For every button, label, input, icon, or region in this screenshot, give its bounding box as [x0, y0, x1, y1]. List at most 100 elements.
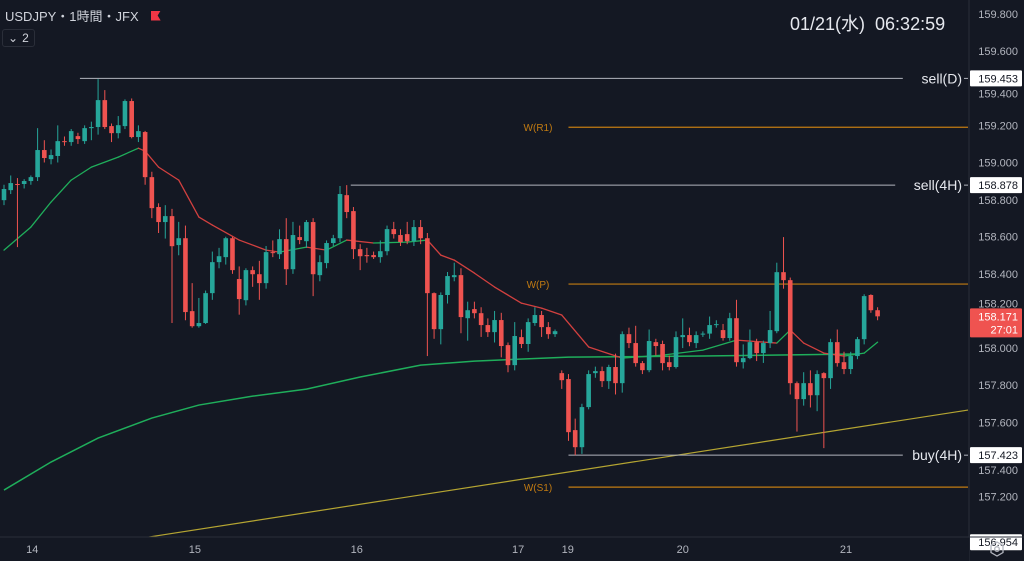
- candle-body: [599, 371, 605, 382]
- candle: [707, 316, 712, 339]
- long-moving-average: [3, 353, 858, 491]
- level-selld[interactable]: sell(D): [79, 70, 968, 86]
- level-price-label-text: 157.423: [978, 450, 1018, 462]
- candle: [317, 255, 323, 282]
- candle: [142, 130, 148, 185]
- ma-short-segment: [473, 272, 496, 288]
- level-price-label: 158.878: [970, 177, 1022, 194]
- candle: [189, 283, 195, 328]
- candle: [75, 132, 81, 144]
- candle-body: [472, 309, 477, 314]
- time-tick-label: 15: [189, 544, 201, 556]
- candle-body: [115, 125, 121, 134]
- candle: [324, 240, 329, 269]
- candle-body: [371, 255, 376, 258]
- candle: [841, 351, 847, 375]
- current-price-label-text: 158.171: [978, 311, 1018, 323]
- candle-body: [566, 379, 571, 433]
- candle-body: [310, 222, 316, 275]
- ma-short-segment: [70, 166, 93, 181]
- price-tick-label: 159.000: [978, 157, 1018, 169]
- candle: [236, 266, 242, 315]
- candle: [451, 262, 457, 282]
- trendline-line[interactable]: [147, 409, 969, 538]
- ma-short-segment: [702, 339, 738, 351]
- candle-body: [176, 238, 182, 246]
- candle-body: [364, 255, 370, 257]
- candle-body: [317, 262, 323, 276]
- ma-short-segment: [30, 201, 52, 228]
- indicators-toggle-button[interactable]: ⌄ 2: [2, 29, 35, 47]
- price-axis[interactable]: 159.800 159.600 159.400 159.200 159.000 158.8…: [968, 0, 1024, 561]
- candle-body: [673, 337, 679, 368]
- candle-body: [714, 324, 719, 326]
- candle-body: [438, 294, 444, 330]
- candle-body: [781, 272, 786, 281]
- time-axis[interactable]: 14 15 16 17 19 20 21: [0, 536, 1024, 561]
- trendline[interactable]: [147, 409, 969, 538]
- candle: [539, 310, 544, 337]
- candle: [344, 185, 350, 219]
- candle: [566, 374, 571, 441]
- ma-short-segment: [493, 286, 523, 304]
- ma-short-segment: [211, 224, 240, 241]
- candle: [465, 301, 470, 341]
- candle-body: [102, 100, 108, 128]
- symbol-legend[interactable]: USDJPY・1時間・JFX: [5, 6, 161, 25]
- candle: [203, 290, 208, 324]
- candle-body: [82, 128, 87, 142]
- candle: [270, 240, 276, 258]
- candle-body: [539, 315, 544, 328]
- flag-icon[interactable]: [150, 10, 161, 21]
- candle-body: [411, 227, 417, 242]
- candle: [586, 370, 591, 410]
- price-tick-label: 159.800: [978, 9, 1018, 21]
- level-label: sell(4H): [914, 177, 962, 193]
- candle-body: [35, 150, 40, 178]
- horizontal-levels[interactable]: sell(D) sell(4H) buy(4H): [79, 70, 968, 463]
- candle: [210, 251, 215, 300]
- candle: [35, 128, 40, 182]
- level-buy4h[interactable]: buy(4H): [568, 447, 968, 463]
- price-tick-label: 159.600: [978, 46, 1018, 58]
- settings-icon[interactable]: [989, 541, 1005, 557]
- ma-short-segment: [440, 254, 455, 261]
- candle: [28, 175, 34, 185]
- current-price-label-box: [970, 308, 1022, 338]
- level-price-label-box: [970, 447, 1022, 464]
- candle-body: [95, 100, 101, 128]
- candle-body: [8, 183, 14, 191]
- candle: [156, 203, 161, 234]
- time-tick-label: 17: [512, 544, 524, 556]
- candle: [693, 331, 699, 349]
- candle-body: [223, 238, 229, 258]
- candle: [613, 353, 618, 395]
- candle: [606, 364, 612, 389]
- price-tick-label: 158.400: [978, 269, 1018, 281]
- candle: [492, 310, 497, 343]
- candle-body: [492, 320, 497, 333]
- candle-body: [75, 136, 81, 140]
- candle: [230, 236, 235, 274]
- ma-short-segment: [238, 239, 267, 251]
- candle: [646, 329, 652, 373]
- candle-body: [210, 262, 215, 294]
- candle-body: [707, 325, 712, 334]
- candle: [263, 246, 269, 289]
- candle-body: [552, 331, 558, 335]
- price-axis-background: [969, 0, 1024, 561]
- level-sell4h[interactable]: sell(4H): [350, 177, 968, 193]
- candle-body: [855, 339, 860, 357]
- candle: [458, 268, 464, 334]
- candle-body: [236, 279, 242, 300]
- time-tick-label: 16: [351, 544, 363, 556]
- candle-body: [243, 270, 249, 301]
- candle-body: [257, 274, 262, 284]
- candle-body: [451, 275, 457, 278]
- candle: [774, 262, 780, 334]
- candle: [472, 301, 477, 319]
- candle-body: [808, 383, 813, 396]
- ma-short-segment: [520, 302, 543, 309]
